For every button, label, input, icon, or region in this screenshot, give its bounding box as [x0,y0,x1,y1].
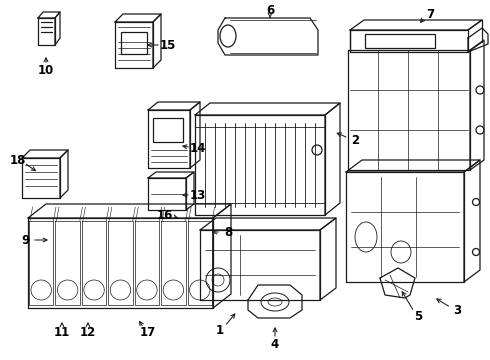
Text: 4: 4 [271,338,279,351]
Text: 7: 7 [426,8,434,21]
Text: 15: 15 [160,39,176,51]
Text: 9: 9 [21,234,29,247]
Text: 3: 3 [453,303,461,316]
Text: 1: 1 [216,324,224,337]
Text: 6: 6 [266,4,274,17]
Text: 16: 16 [157,208,173,221]
Text: 2: 2 [351,134,359,147]
Text: 17: 17 [140,325,156,338]
Text: 13: 13 [190,189,206,202]
Bar [365,34,435,48]
Text: 12: 12 [80,325,96,338]
Text: 11: 11 [54,325,70,338]
Bar [153,118,183,142]
Text: 14: 14 [190,141,206,154]
Text: 18: 18 [10,153,26,166]
Text: 8: 8 [224,225,232,239]
Bar [121,32,147,54]
Text: 5: 5 [414,310,422,323]
Text: 10: 10 [38,63,54,77]
